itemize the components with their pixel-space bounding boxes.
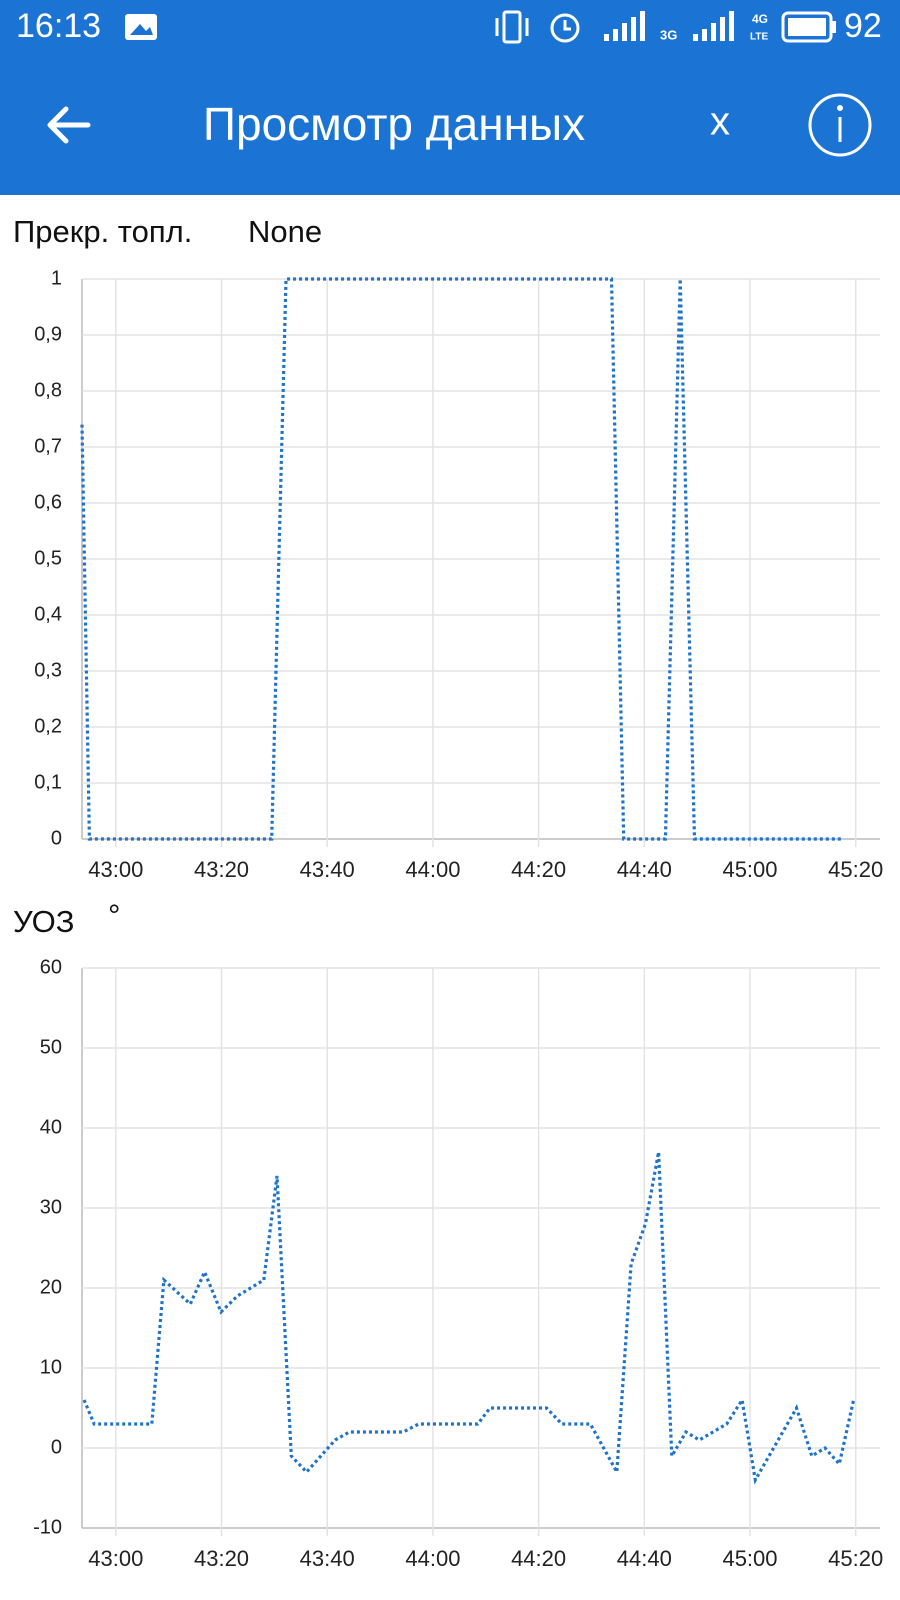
x-tick-label: 44:20 [511,857,566,882]
chart-unit: ° [108,898,120,933]
vibrate-icon [495,10,529,44]
signal-icon-2 [693,11,734,41]
x-tick-label: 43:40 [300,857,355,882]
close-button[interactable]: x [710,100,730,144]
y-tick-label: 0,3 [34,659,62,681]
x-tick-label: 43:20 [194,857,249,882]
y-tick-label: 20 [40,1276,62,1298]
y-tick-label: 50 [40,1036,62,1058]
y-tick-label: 1 [51,267,62,289]
y-tick-label: 60 [40,956,62,978]
chart-title: Прекр. топл. [13,214,192,249]
y-tick-label: 30 [40,1196,62,1218]
chart-title: УОЗ [13,904,75,939]
app-title: Просмотр данных [203,98,585,150]
alarm-icon [550,13,580,43]
y-tick-label: -10 [33,1516,62,1538]
network-label: LTE [750,32,768,43]
y-tick-label: 0 [51,1436,62,1458]
y-tick-label: 0,5 [34,547,62,569]
gallery-icon [125,14,157,40]
x-tick-label: 44:40 [617,857,672,882]
chart-unit: None [248,214,322,249]
y-tick-label: 40 [40,1116,62,1138]
data-line [82,1151,856,1485]
x-tick-label: 43:00 [88,857,143,882]
info-button[interactable] [808,93,872,157]
x-tick-label: 43:20 [194,1546,249,1571]
y-tick-label: 0,9 [34,323,62,345]
back-button[interactable] [47,106,91,144]
y-tick-label: 0,8 [34,379,62,401]
x-tick-label: 44:00 [405,857,460,882]
x-tick-label: 45:00 [722,1546,777,1571]
y-tick-label: 0 [51,827,62,849]
y-tick-label: 0,1 [34,771,62,793]
x-tick-label: 43:00 [88,1546,143,1571]
network-label: 3G [660,27,677,42]
y-tick-label: 0,7 [34,435,62,457]
y-tick-label: 10 [40,1356,62,1378]
battery-level: 92 [844,7,882,45]
data-line [80,277,843,841]
x-tick-label: 44:00 [405,1546,460,1571]
x-tick-label: 44:40 [617,1546,672,1571]
x-tick-label: 45:20 [828,1546,883,1571]
network-label: 4G [752,12,768,26]
x-tick-label: 45:20 [828,857,883,882]
status-time: 16:13 [16,7,101,45]
x-tick-label: 44:20 [511,1546,566,1571]
signal-icon-1 [604,11,645,41]
y-tick-label: 0,6 [34,491,62,513]
battery-icon [781,11,836,43]
x-tick-label: 43:40 [300,1546,355,1571]
x-tick-label: 45:00 [722,857,777,882]
y-tick-label: 0,2 [34,715,62,737]
y-tick-label: 0,4 [34,603,62,625]
